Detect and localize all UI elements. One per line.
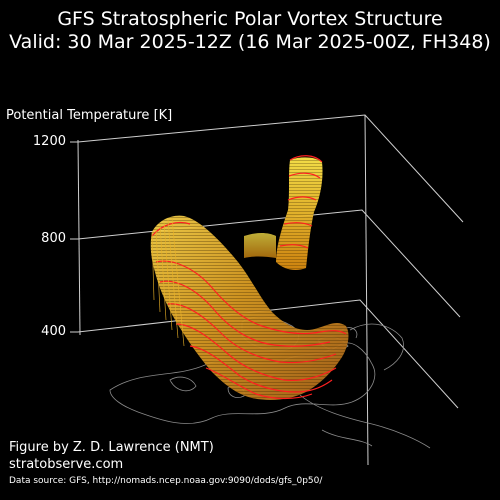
coastline-eurasia [299, 394, 431, 449]
axis-box [70, 114, 464, 466]
vortex-left-wall [151, 217, 185, 347]
vortex-main-hatch [150, 215, 349, 400]
vortex-lobe-foot [244, 233, 276, 258]
coastline-east [349, 323, 404, 371]
vortex-lobe-contours [279, 155, 323, 249]
vortex-lobe-hatch [276, 157, 323, 270]
chart-subtitle: Valid: 30 Mar 2025-12Z (16 Mar 2025-00Z,… [9, 31, 491, 53]
chart-title: GFS Stratospheric Polar Vortex Structure [57, 8, 443, 30]
plane-800 [77, 209, 461, 318]
credit-author: Figure by Z. D. Lawrence (NMT) [9, 440, 214, 455]
back-vertical-axis [364, 114, 369, 466]
plane-1200 [77, 114, 464, 223]
tick-label-800: 800 [41, 231, 66, 246]
vortex-main-body [150, 215, 349, 400]
plane-400 [77, 299, 459, 409]
vortex-upper-lobe [244, 155, 323, 270]
credit-source: Data source: GFS, http://nomads.ncep.noa… [9, 476, 323, 486]
vortex-main-contours [151, 221, 347, 400]
front-vertical-axis [77, 139, 81, 336]
vertical-axis-label: Potential Temperature [K] [6, 108, 173, 123]
tick-label-400: 400 [41, 324, 66, 339]
credit-site: stratobserve.com [9, 457, 124, 472]
tick-label-1200: 1200 [32, 134, 66, 149]
